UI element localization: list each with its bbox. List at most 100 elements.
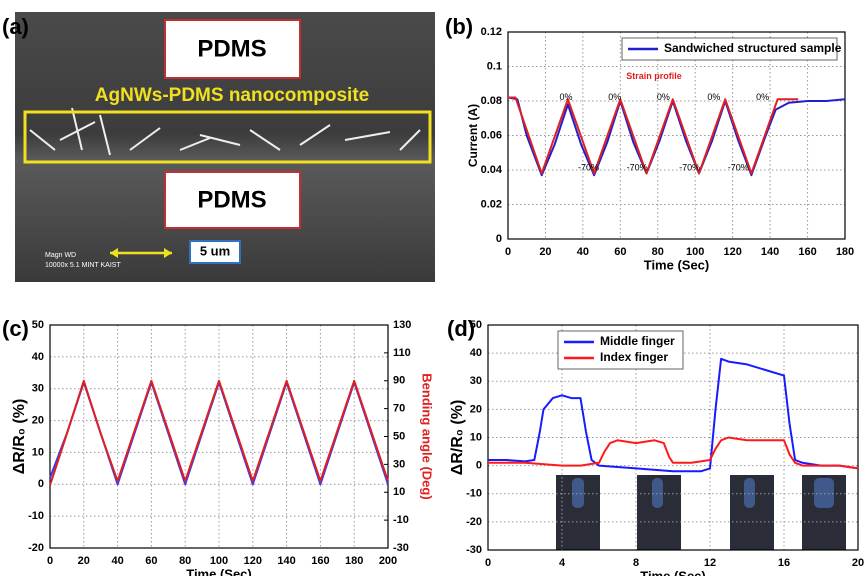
x-tick-label: 40 <box>577 246 589 258</box>
y-tick-label: 30 <box>470 375 482 387</box>
y-tick-label: 0.12 <box>481 26 502 38</box>
x-tick-label: 180 <box>345 555 363 567</box>
annotation: 0% <box>560 92 573 102</box>
x-tick-label: 100 <box>210 555 228 567</box>
meta-text: Magn WD <box>45 252 76 259</box>
y2-tick-label: 130 <box>393 319 411 331</box>
series-line <box>49 379 389 486</box>
x-tick-label: 0 <box>505 246 511 258</box>
y-tick-label: 0.06 <box>481 129 502 141</box>
panel-label: (a) <box>2 14 29 39</box>
x-tick-label: 200 <box>379 555 397 567</box>
legend-label: Middle finger <box>600 334 675 348</box>
y2-tick-label: 70 <box>393 403 405 415</box>
legend-label: Index finger <box>600 350 668 364</box>
y2-tick-label: 110 <box>393 347 411 359</box>
x-tick-label: 160 <box>311 555 329 567</box>
series-line <box>488 357 859 473</box>
y-axis-label: Current (A) <box>466 104 480 167</box>
panel-label: (d) <box>447 316 475 341</box>
x-tick-label: 16 <box>778 557 790 569</box>
y-tick-label: 0 <box>476 460 482 472</box>
plot-frame <box>507 31 846 240</box>
y-tick-label: -20 <box>28 542 44 554</box>
y-tick-label: -10 <box>28 510 44 522</box>
band-label: AgNWs-PDMS nanocomposite <box>95 85 369 106</box>
finger <box>814 478 834 508</box>
x-tick-label: 12 <box>704 557 716 569</box>
hand-photos <box>556 475 846 550</box>
y-tick-label: 20 <box>32 414 44 426</box>
x-tick-label: 60 <box>145 555 157 567</box>
x-tick-label: 4 <box>559 557 566 569</box>
annotation: 0% <box>657 92 670 102</box>
legend-box <box>557 330 684 370</box>
y-tick-label: 40 <box>470 347 482 359</box>
panel-label: (b) <box>445 14 473 39</box>
y-tick-label: 0 <box>496 233 502 245</box>
y-tick-label: 0 <box>38 478 44 490</box>
annotation: -70% <box>578 163 599 173</box>
y-tick-label: 0.08 <box>481 95 502 107</box>
y-tick-label: 10 <box>32 446 44 458</box>
pdms-box <box>164 171 301 229</box>
x-tick-label: 80 <box>179 555 191 567</box>
y-tick-label: -30 <box>466 544 482 556</box>
y-tick-label: 0.04 <box>481 164 503 176</box>
annotation: -70% <box>679 163 700 173</box>
scale-box <box>189 240 241 264</box>
y-tick-label: -10 <box>466 488 482 500</box>
y-tick-label: -20 <box>466 516 482 528</box>
x-tick-label: 180 <box>836 246 854 258</box>
finger <box>572 478 584 508</box>
x-tick-label: 8 <box>633 557 639 569</box>
x-tick-label: 140 <box>761 246 779 258</box>
y-tick-label: 20 <box>470 403 482 415</box>
nanowires <box>29 107 421 156</box>
y-tick-label: 0.02 <box>481 198 502 210</box>
y-tick-label: 40 <box>32 351 44 363</box>
x-axis-label: Time (Sec) <box>640 568 706 576</box>
pdms-label: PDMS <box>197 35 266 62</box>
x-axis-label: Time (Sec) <box>186 566 252 576</box>
x-tick-label: 0 <box>47 555 53 567</box>
y-tick-label: 30 <box>32 383 44 395</box>
finger <box>652 478 663 508</box>
x-tick-label: 80 <box>652 246 664 258</box>
annotation: 0% <box>756 92 769 102</box>
y2-axis-label: Bending angle (Deg) <box>420 373 435 499</box>
annotation: Strain profile <box>626 71 682 81</box>
x-tick-label: 120 <box>723 246 741 258</box>
panel-label: (c) <box>2 316 29 341</box>
plot-frame <box>487 324 859 551</box>
scale-label: 5 um <box>200 243 230 258</box>
y2-tick-label: 50 <box>393 430 405 442</box>
annotation: -70% <box>728 163 749 173</box>
y-tick-label: 0.1 <box>487 60 502 72</box>
plot-frame <box>49 324 389 549</box>
x-tick-label: 140 <box>277 555 295 567</box>
annotation: 0% <box>608 92 621 102</box>
y-tick-label: 50 <box>32 319 44 331</box>
x-tick-label: 100 <box>686 246 704 258</box>
y2-tick-label: 30 <box>393 458 405 470</box>
y2-tick-label: -30 <box>393 542 409 554</box>
x-axis-label: Time (Sec) <box>644 257 710 272</box>
y-tick-label: 50 <box>470 319 482 331</box>
pdms-label: PDMS <box>197 186 266 213</box>
y2-tick-label: 90 <box>393 375 405 387</box>
sem-image: PDMS AgNWs-PDMS nanocomposite PDMS Magn … <box>15 12 435 282</box>
annotation: 0% <box>707 92 720 102</box>
x-tick-label: 60 <box>614 246 626 258</box>
legend-label: Sandwiched structured sample <box>664 41 842 55</box>
x-tick-label: 0 <box>485 557 491 569</box>
x-tick-label: 20 <box>852 557 864 569</box>
x-tick-label: 20 <box>539 246 551 258</box>
y-axis-label: ΔR/R₀ (%) <box>11 399 28 475</box>
meta-text: 10000x 5.1 MINT KAIST <box>45 262 121 269</box>
y2-tick-label: -10 <box>393 514 409 526</box>
y2-tick-label: 10 <box>393 486 405 498</box>
band-frame <box>23 110 432 164</box>
x-tick-label: 20 <box>78 555 90 567</box>
